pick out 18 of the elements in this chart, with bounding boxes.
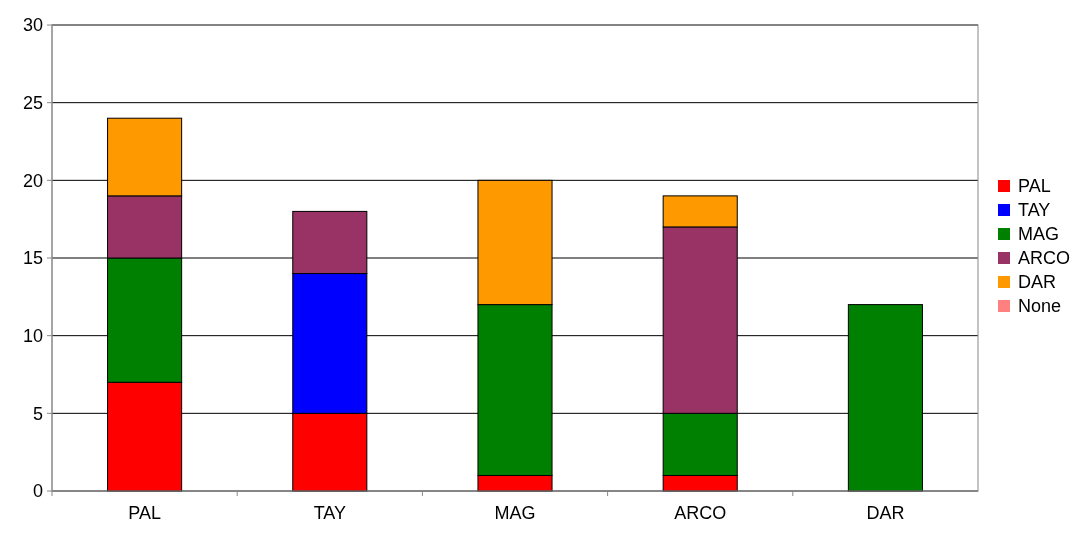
x-tick-label: DAR	[866, 503, 905, 523]
legend-label: MAG	[1018, 224, 1060, 245]
x-tick-label: ARCO	[674, 503, 727, 523]
y-tick-label: 10	[22, 325, 43, 346]
x-tick-label: MAG	[494, 503, 536, 523]
legend-label: ARCO	[1018, 248, 1071, 269]
y-tick-label: 25	[22, 92, 43, 113]
y-tick-label: 15	[22, 248, 43, 269]
x-tick-label: PAL	[128, 503, 161, 523]
y-tick-label: 20	[22, 170, 43, 191]
y-tick-label: 30	[22, 15, 43, 36]
legend-label: PAL	[1018, 176, 1051, 197]
legend-label: DAR	[1018, 272, 1057, 293]
legend-label: None	[1018, 296, 1062, 317]
x-tick-label: TAY	[313, 503, 346, 523]
y-tick-label: 5	[32, 403, 43, 424]
y-tick-label: 0	[32, 481, 43, 502]
legend-label: TAY	[1018, 200, 1051, 221]
